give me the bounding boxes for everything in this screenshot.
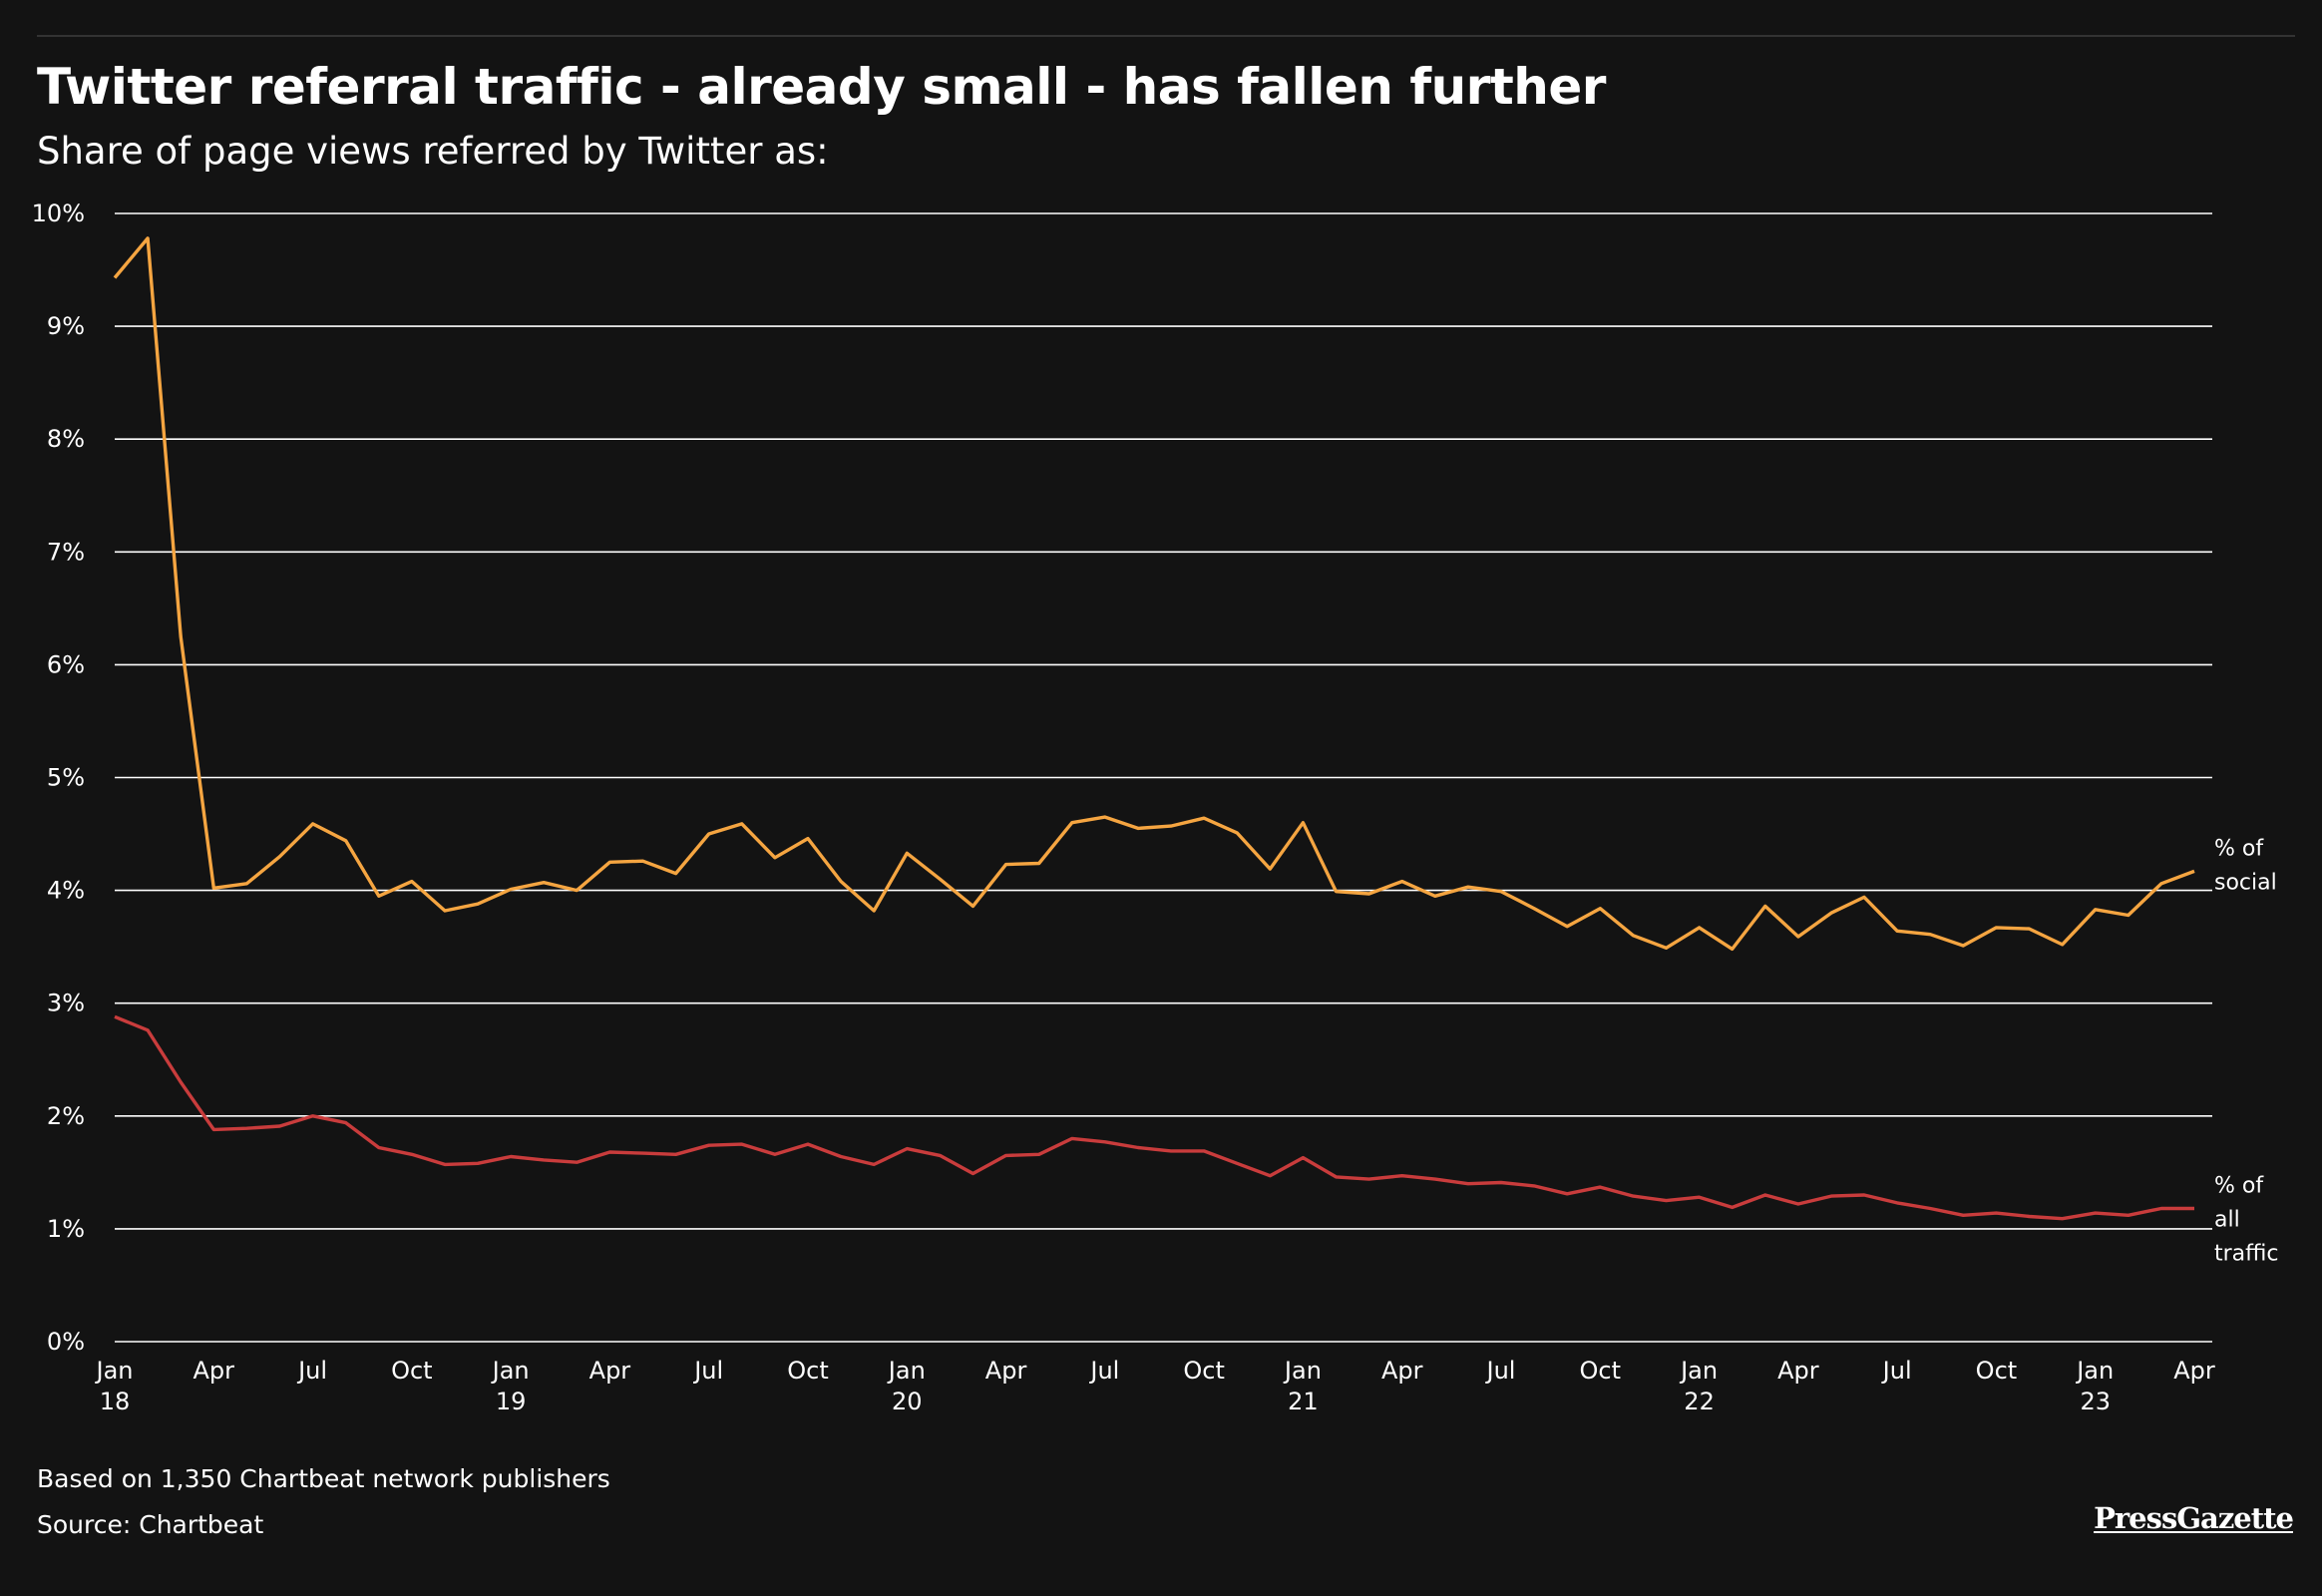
x-tick-label: Jan bbox=[887, 1357, 926, 1385]
x-tick-label: Apr bbox=[985, 1357, 1027, 1385]
x-tick-label: Apr bbox=[2173, 1357, 2215, 1385]
x-tick-year-label: 22 bbox=[1684, 1388, 1715, 1415]
x-tick-label: Jul bbox=[1088, 1357, 1119, 1385]
x-tick-label: Jan bbox=[1283, 1357, 1322, 1385]
footnote: Based on 1,350 Chartbeat network publish… bbox=[37, 1464, 610, 1493]
pressgazette-logo[interactable]: PressGazette bbox=[2094, 1501, 2294, 1535]
x-tick-label: Oct bbox=[1183, 1357, 1225, 1385]
series-label-line: % of bbox=[2214, 836, 2264, 861]
x-tick-label: Apr bbox=[194, 1357, 235, 1385]
series-line-social bbox=[113, 236, 2195, 952]
x-tick-year-label: 23 bbox=[2080, 1388, 2111, 1415]
series-label-line: % of bbox=[2214, 1174, 2264, 1199]
x-tick-year-label: 20 bbox=[892, 1388, 923, 1415]
x-tick-label: Jan bbox=[491, 1357, 530, 1385]
x-tick-label: Jan bbox=[2075, 1357, 2114, 1385]
series-lines bbox=[113, 236, 2195, 1221]
y-tick-label: 3% bbox=[47, 990, 85, 1017]
top-divider bbox=[37, 35, 2295, 37]
x-tick-year-label: 18 bbox=[100, 1388, 131, 1415]
x-tick-label: Apr bbox=[589, 1357, 631, 1385]
chart-title: Twitter referral traffic - already small… bbox=[37, 58, 1606, 116]
x-tick-year-label: 19 bbox=[496, 1388, 527, 1415]
y-tick-label: 2% bbox=[47, 1102, 85, 1130]
y-axis-ticks: 0% 1% 2% 3% 4% 5% 6% 7% 8% 9% 10% bbox=[32, 200, 85, 1356]
x-axis-ticks: Jan 18 Apr Jul Oct Jan 19 Apr Jul Oct Jan 20 Apr Jul O… bbox=[95, 1357, 2215, 1415]
source-note: Source: Chartbeat bbox=[37, 1510, 264, 1539]
gridlines bbox=[115, 212, 2212, 1343]
series-label-line: all bbox=[2214, 1208, 2240, 1233]
x-tick-year-label: 21 bbox=[1288, 1388, 1319, 1415]
y-tick-label: 6% bbox=[47, 650, 85, 678]
x-tick-label: Apr bbox=[1381, 1357, 1423, 1385]
x-tick-label: Jan bbox=[95, 1357, 134, 1385]
x-tick-label: Jul bbox=[296, 1357, 327, 1385]
y-tick-label: 8% bbox=[47, 425, 85, 453]
x-tick-label: Jul bbox=[692, 1357, 723, 1385]
series-labels: % of social % of all traffic bbox=[2214, 836, 2279, 1266]
x-tick-label: Jul bbox=[1881, 1357, 1912, 1385]
x-tick-label: Oct bbox=[1976, 1357, 2018, 1385]
series-line-all-traffic bbox=[114, 1014, 2194, 1221]
y-tick-label: 10% bbox=[32, 200, 85, 227]
x-tick-label: Oct bbox=[787, 1357, 829, 1385]
y-tick-label: 5% bbox=[47, 764, 85, 792]
series-label-line: traffic bbox=[2214, 1242, 2279, 1267]
x-tick-label: Jul bbox=[1485, 1357, 1516, 1385]
x-tick-label: Apr bbox=[1777, 1357, 1819, 1385]
x-tick-label: Jan bbox=[1679, 1357, 1718, 1385]
series-label-line: social bbox=[2214, 870, 2277, 895]
y-tick-label: 7% bbox=[47, 538, 85, 566]
y-tick-label: 9% bbox=[47, 312, 85, 340]
y-tick-label: 1% bbox=[47, 1215, 85, 1243]
y-tick-label: 0% bbox=[47, 1328, 85, 1356]
x-tick-label: Oct bbox=[391, 1357, 433, 1385]
chart-subtitle: Share of page views referred by Twitter … bbox=[37, 130, 829, 173]
y-tick-label: 4% bbox=[47, 877, 85, 905]
x-tick-label: Oct bbox=[1580, 1357, 1622, 1385]
